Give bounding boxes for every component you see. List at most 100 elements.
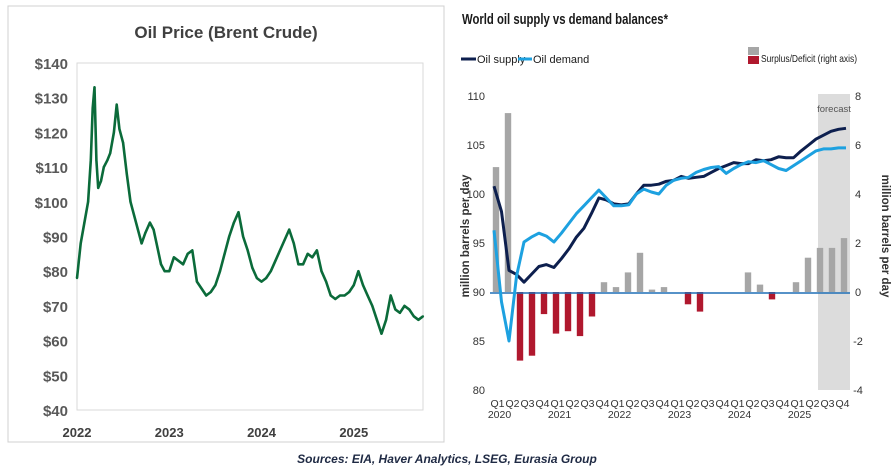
brent-price-point [232, 221, 235, 224]
quarter-tick-label: Q4 [535, 398, 549, 410]
right-right-tick-label: 0 [855, 287, 861, 299]
left-y-tick-label: $40 [43, 403, 68, 420]
year-tick-label: 2025 [788, 409, 812, 421]
quarter-tick-label: Q3 [640, 398, 654, 410]
quarter-tick-label: Q3 [760, 398, 774, 410]
brent-price-point [172, 256, 175, 259]
brent-price-point [315, 249, 318, 252]
legend-demand-label: Oil demand [533, 54, 589, 66]
right-right-tick-label: 4 [855, 189, 861, 201]
balance-bar [600, 282, 608, 292]
year-tick-label: 2021 [548, 409, 572, 421]
balance-bar [528, 292, 536, 356]
legend-surplus-swatch [748, 47, 759, 55]
right-axis-label: million barrels per day [879, 175, 891, 298]
brent-price-point [168, 270, 171, 273]
brent-price-point [159, 263, 163, 266]
brent-price-point [352, 283, 355, 287]
brent-price-point [338, 294, 342, 297]
brent-price-point [265, 277, 268, 280]
brent-price-point [274, 259, 277, 262]
right-chart-title: World oil supply vs demand balances* [462, 11, 668, 28]
right-left-tick-label: 100 [467, 189, 485, 201]
quarter-tick-label: Q1 [790, 398, 804, 410]
quarter-tick-label: Q3 [700, 398, 714, 410]
brent-price-point [421, 315, 425, 318]
brent-price-point [89, 159, 92, 162]
quarter-tick-label: Q4 [775, 398, 789, 410]
oil-supply-line [492, 126, 847, 284]
right-left-tick-label: 110 [467, 91, 485, 103]
left-y-tick-label: $80 [43, 264, 68, 281]
left-chart-title: Oil Price (Brent Crude) [134, 23, 317, 42]
brent-price-point [412, 315, 415, 318]
right-right-tick-label: -4 [853, 385, 863, 397]
brent-price-point [260, 280, 263, 283]
balance-bar [828, 247, 836, 292]
left-axis-label: million barrels per day [460, 174, 472, 297]
brent-price-point [83, 221, 86, 224]
brent-price-point [195, 280, 199, 283]
brent-price-point [288, 228, 291, 231]
brent-price-point [246, 249, 249, 252]
brent-price-point [357, 270, 360, 273]
brent-price-point [79, 242, 82, 245]
brent-price-point [99, 179, 103, 183]
year-tick-label: 2024 [728, 409, 752, 421]
balance-bar [684, 292, 692, 305]
brent-price-point [91, 107, 94, 110]
brent-price-point [371, 304, 374, 307]
left-y-tick-label: $130 [35, 91, 68, 108]
brent-price-point [115, 103, 118, 106]
brent-price-point [417, 318, 420, 321]
brent-price-point [102, 166, 105, 169]
balance-bar [636, 252, 644, 292]
quarter-tick-label: Q1 [730, 398, 744, 410]
balance-bar [660, 287, 668, 292]
brent-price-point [348, 290, 351, 294]
left-y-tick-label: $140 [35, 56, 68, 73]
left-y-tick-label: $60 [43, 334, 68, 351]
left-plot-border [76, 62, 424, 411]
brent-price-point [306, 252, 309, 255]
legend: Oil supply Oil demand Surplus/Deficit (r… [461, 47, 857, 66]
balance-bar [840, 238, 848, 292]
brent-price-point [186, 252, 189, 255]
balance-bar [768, 292, 776, 300]
quarter-tick-label: Q2 [625, 398, 639, 410]
brent-price-point [148, 221, 151, 224]
balance-bar [504, 113, 512, 292]
right-left-tick-label: 90 [473, 287, 485, 299]
left-x-tick-label: 2023 [155, 425, 184, 440]
right-right-tick-label: 2 [855, 238, 861, 250]
brent-price-point [329, 294, 332, 297]
forecast-label: forecast [817, 104, 851, 115]
brent-price-point [152, 228, 155, 231]
balance-bar [792, 282, 800, 292]
brent-price-point [389, 294, 392, 297]
quarter-tick-label: Q2 [685, 398, 699, 410]
left-y-tick-label: $120 [35, 125, 68, 142]
brent-price-point [301, 263, 305, 266]
brent-price-point [191, 249, 194, 252]
brent-price-point [320, 270, 323, 273]
brent-price-line [75, 86, 424, 335]
legend-deficit-swatch [748, 56, 759, 64]
year-tick-label: 2022 [608, 409, 632, 421]
left-y-tick-label: $110 [35, 160, 68, 177]
balance-bar [576, 292, 584, 337]
brent-price-point [106, 159, 109, 162]
brent-price-point [269, 270, 272, 273]
balance-bar [564, 292, 572, 332]
brent-price-point [297, 263, 300, 266]
brent-price-point [133, 214, 136, 217]
left-y-tick-label: $100 [35, 195, 68, 212]
brent-price-point [209, 290, 212, 294]
brent-price-point [156, 245, 159, 249]
brent-price-point [311, 256, 314, 259]
quarter-tick-label: Q3 [580, 398, 594, 410]
brent-price-point [398, 311, 402, 314]
brent-price-point [394, 308, 397, 311]
balance-bar [540, 292, 548, 315]
